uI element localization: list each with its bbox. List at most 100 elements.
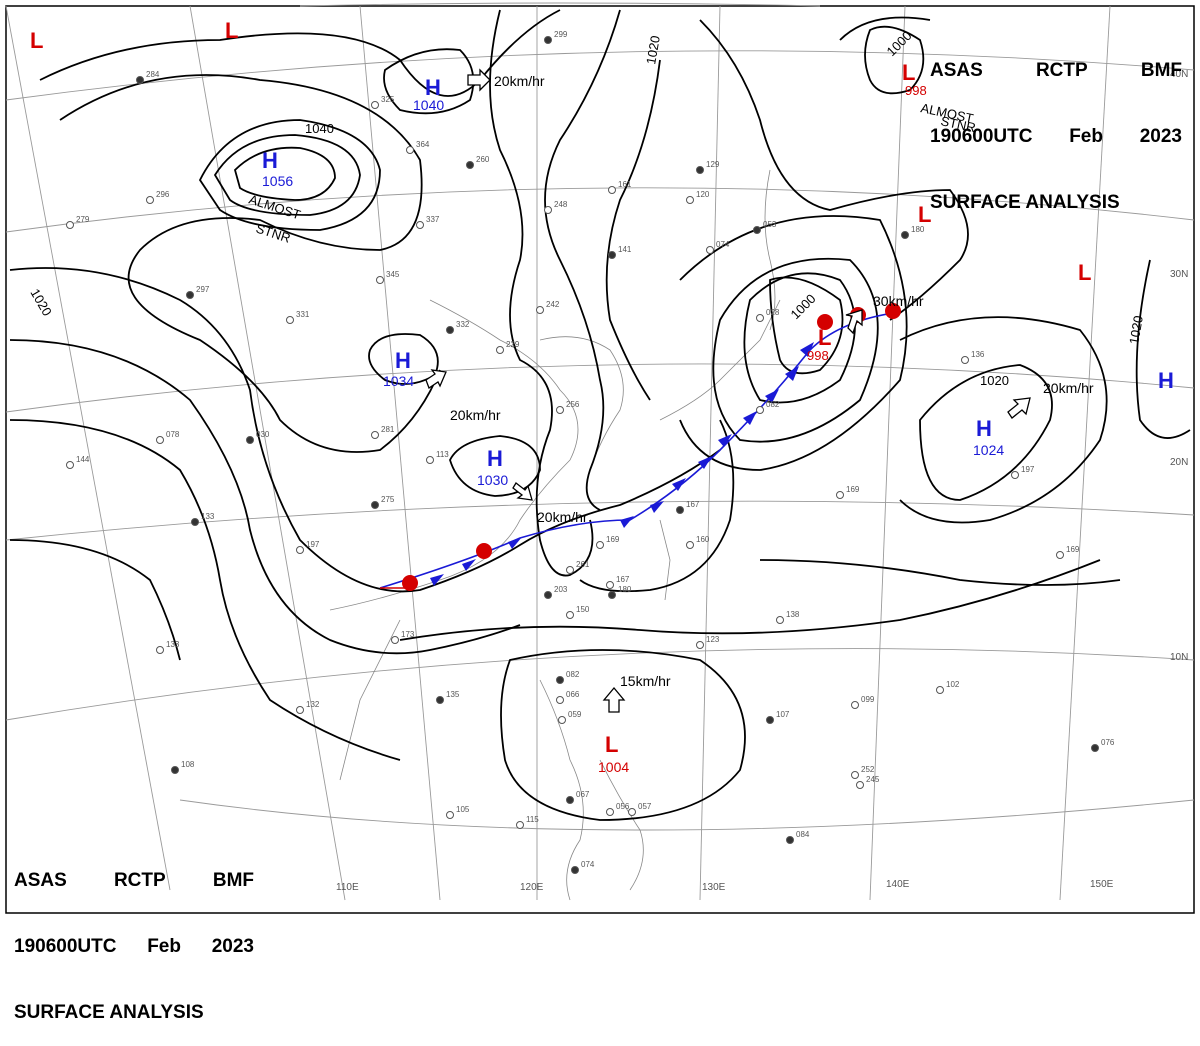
station-pressure: 105 bbox=[456, 805, 470, 814]
station-pressure: 167 bbox=[616, 575, 630, 584]
station-pressure: 197 bbox=[306, 540, 320, 549]
station-pressure: 203 bbox=[554, 585, 568, 594]
header-month: Feb bbox=[147, 936, 181, 957]
isobars bbox=[9, 9, 1191, 821]
station-circle bbox=[936, 686, 944, 694]
station-pressure: 084 bbox=[796, 830, 810, 839]
station-circle bbox=[1091, 744, 1099, 752]
station-pressure: 129 bbox=[706, 160, 720, 169]
station-pressure: 337 bbox=[426, 215, 440, 224]
low-center-letter: L bbox=[1078, 260, 1091, 285]
station-pressure: 120 bbox=[696, 190, 710, 199]
header-time: 190600UTC bbox=[14, 936, 117, 957]
station-pressure: 248 bbox=[554, 200, 568, 209]
isobar-label: 1020 bbox=[27, 286, 54, 319]
station-pressure: 261 bbox=[576, 560, 590, 569]
front-cold-marker bbox=[508, 537, 522, 549]
front-cold-marker bbox=[672, 478, 686, 491]
station-pressure: 115 bbox=[526, 815, 539, 824]
station-circle bbox=[558, 716, 566, 724]
station-plots: 299 248 161 141 242 229 332 345 337 260 364 325 284 2… bbox=[66, 30, 1115, 874]
station-circle bbox=[686, 196, 694, 204]
header-agency: BMF bbox=[1140, 60, 1182, 81]
front-warm-marker bbox=[885, 303, 901, 319]
station-circle bbox=[786, 836, 794, 844]
station-circle bbox=[836, 491, 844, 499]
motion-label: 15km/hr bbox=[620, 673, 671, 689]
station-pressure: 136 bbox=[971, 350, 985, 359]
lat-label: 10N bbox=[1170, 652, 1188, 663]
station-circle bbox=[628, 808, 636, 816]
front-cold-marker bbox=[785, 366, 799, 381]
front-cold-marker bbox=[800, 342, 814, 357]
station-circle bbox=[856, 781, 864, 789]
station-pressure: 107 bbox=[776, 710, 790, 719]
header-line-1: ASAS RCTP BMF bbox=[14, 870, 254, 892]
front-cold-marker bbox=[430, 574, 444, 586]
high-center-letter: H bbox=[487, 446, 503, 471]
isobar-label: 1040 bbox=[305, 121, 334, 136]
stationary-notes: ALMOST STNR ALMOST STNR bbox=[247, 100, 977, 246]
station-pressure: 364 bbox=[416, 140, 430, 149]
station-circle bbox=[66, 221, 74, 229]
front-warm-marker bbox=[402, 575, 418, 591]
station-pressure: 180 bbox=[618, 585, 632, 594]
station-pressure: 053 bbox=[763, 220, 777, 229]
front-cold-marker bbox=[698, 456, 712, 469]
high-center-value: 1024 bbox=[973, 442, 1004, 458]
station-circle bbox=[608, 591, 616, 599]
station-pressure: 067 bbox=[576, 790, 590, 799]
station-circle bbox=[753, 226, 761, 234]
station-circle bbox=[901, 231, 909, 239]
station-pressure: 169 bbox=[606, 535, 620, 544]
front-cold-marker bbox=[462, 559, 476, 571]
station-pressure: 078 bbox=[166, 430, 180, 439]
lon-label: 110E bbox=[336, 882, 359, 893]
station-pressure: 167 bbox=[686, 500, 700, 509]
station-circle bbox=[296, 706, 304, 714]
isobar-label: 1020 bbox=[643, 34, 663, 65]
high-center-letter: H bbox=[425, 75, 441, 100]
station-circle bbox=[436, 696, 444, 704]
station-pressure: 123 bbox=[706, 635, 720, 644]
isobar-label: 1020 bbox=[980, 373, 1009, 388]
station-circle bbox=[371, 431, 379, 439]
station-pressure: 299 bbox=[554, 30, 568, 39]
station-circle bbox=[466, 161, 474, 169]
front-warm-marker bbox=[817, 314, 833, 330]
low-center-letter: L bbox=[605, 732, 618, 757]
high-center-value: 1030 bbox=[477, 472, 508, 488]
pressure-centers: H 1040 H 1056 H 1034 H 1030 H 1024 H L 9… bbox=[30, 18, 1174, 775]
motion-arrows bbox=[425, 68, 1031, 713]
station-pressure: 074 bbox=[581, 860, 595, 869]
station-circle bbox=[544, 591, 552, 599]
station-pressure: 325 bbox=[381, 95, 395, 104]
station-pressure: 161 bbox=[618, 180, 632, 189]
header-station: RCTP bbox=[1035, 60, 1088, 81]
stationary-label: STNR bbox=[254, 221, 292, 246]
high-center-value: 1040 bbox=[413, 97, 444, 113]
station-circle bbox=[1011, 471, 1019, 479]
station-pressure: 281 bbox=[381, 425, 395, 434]
high-center-letter: H bbox=[1158, 368, 1174, 393]
low-center-letter: L bbox=[918, 202, 931, 227]
station-circle bbox=[156, 646, 164, 654]
station-circle bbox=[246, 436, 254, 444]
station-pressure: 138 bbox=[786, 610, 800, 619]
station-circle bbox=[296, 546, 304, 554]
motion-labels: 20km/hr 20km/hr 20km/hr 30km/hr 20km/hr … bbox=[450, 73, 1094, 689]
stationary-label: STNR bbox=[939, 113, 977, 135]
front-cold-marker bbox=[743, 411, 757, 425]
station-pressure: 331 bbox=[296, 310, 310, 319]
almost-stationary-label: ALMOST bbox=[247, 192, 303, 223]
station-circle bbox=[756, 406, 764, 414]
front-cold-marker bbox=[620, 516, 634, 528]
station-pressure: 345 bbox=[386, 270, 400, 279]
station-circle bbox=[566, 611, 574, 619]
lon-label: 150E bbox=[1090, 879, 1114, 890]
map-header-top: ASAS RCTP BMF 190600UTC Feb 2023 SURFACE… bbox=[930, 16, 1182, 236]
high-center-letter: H bbox=[262, 148, 278, 173]
header-region: ASAS bbox=[14, 870, 67, 891]
high-center-letter: H bbox=[976, 416, 992, 441]
station-pressure: 135 bbox=[446, 690, 460, 699]
